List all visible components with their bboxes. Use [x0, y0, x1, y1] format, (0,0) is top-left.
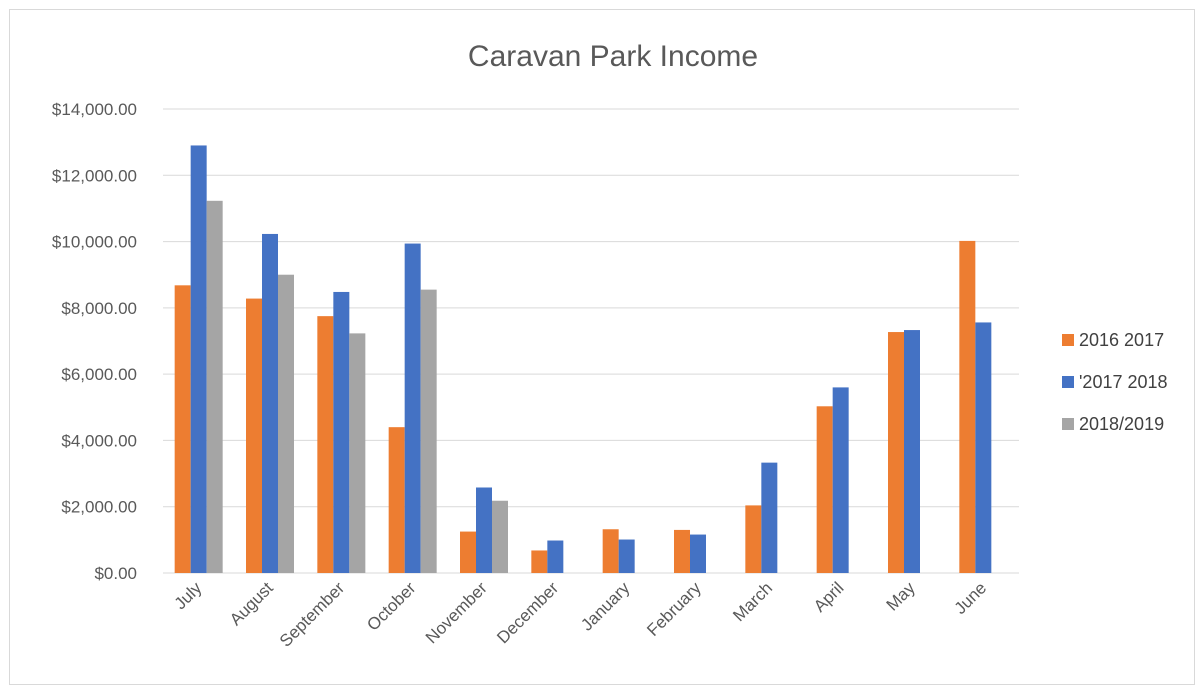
x-tick-label: March: [729, 578, 776, 625]
chart-frame: Caravan Park Income $0.00 $2,000.00 $4,000…: [9, 9, 1195, 685]
bar-may-series-2: [904, 330, 920, 573]
bar-february-series-1: [674, 529, 690, 573]
x-tick-label: January: [577, 578, 634, 635]
legend-label: '2017 2018: [1079, 372, 1168, 392]
bar-june-series-1: [959, 240, 976, 573]
bar-january-series-1: [602, 529, 619, 573]
bar-november-series-3: [492, 500, 508, 573]
bar-july-series-1: [174, 285, 191, 573]
bar-chart: Caravan Park Income $0.00 $2,000.00 $4,000…: [52, 40, 1168, 651]
legend: 2016 2017 '2017 2018 2018/2019: [1062, 330, 1168, 434]
y-tick-label: $12,000.00: [52, 166, 137, 185]
bar-june-series-2: [975, 322, 992, 573]
bar-november-series-1: [460, 531, 476, 573]
x-tick-label: April: [810, 578, 847, 615]
x-tick-label: February: [643, 578, 705, 640]
bar-april-series-1: [816, 406, 833, 573]
legend-swatch: [1062, 334, 1074, 346]
x-tick-label: June: [951, 578, 991, 618]
y-tick-label: $4,000.00: [61, 431, 137, 450]
x-tick-label: September: [276, 578, 348, 650]
legend-swatch: [1062, 418, 1074, 430]
x-tick-label: October: [363, 578, 419, 634]
bar-december-series-2: [547, 540, 564, 573]
bar-march-series-2: [761, 462, 778, 573]
bar-may-series-1: [888, 332, 904, 573]
y-tick-label: $0.00: [94, 564, 137, 583]
bar-august-series-2: [262, 233, 278, 573]
bar-october-series-3: [420, 289, 437, 573]
y-axis: $0.00 $2,000.00 $4,000.00 $6,000.00 $8,000.0…: [52, 100, 137, 583]
x-tick-label: December: [493, 578, 562, 647]
bar-september-series-2: [333, 291, 350, 573]
bar-august-series-1: [246, 298, 262, 573]
legend-swatch: [1062, 376, 1074, 388]
y-tick-label: $8,000.00: [61, 299, 137, 318]
bar-september-series-1: [317, 316, 334, 573]
x-tick-label: May: [883, 578, 919, 614]
bar-april-series-2: [832, 387, 849, 573]
x-axis: July August September October November Decemb…: [171, 578, 990, 651]
y-tick-label: $6,000.00: [61, 365, 137, 384]
legend-label: 2018/2019: [1079, 414, 1164, 434]
bar-october-series-2: [404, 243, 421, 573]
bar-october-series-1: [388, 427, 405, 573]
y-tick-label: $14,000.00: [52, 100, 137, 119]
bar-february-series-2: [690, 534, 706, 573]
y-tick-label: $10,000.00: [52, 233, 137, 252]
bar-july-series-2: [190, 145, 207, 573]
bar-march-series-1: [745, 505, 762, 573]
bar-december-series-1: [531, 550, 548, 573]
bars: [174, 145, 992, 573]
x-tick-label: July: [171, 578, 206, 613]
bar-november-series-2: [476, 487, 492, 573]
bar-july-series-3: [206, 200, 223, 573]
x-tick-label: November: [422, 578, 491, 647]
y-tick-label: $2,000.00: [61, 498, 137, 517]
bar-january-series-2: [618, 539, 635, 573]
x-tick-label: August: [226, 578, 277, 629]
gridlines: [163, 108, 1019, 574]
legend-label: 2016 2017: [1079, 330, 1164, 350]
bar-august-series-3: [278, 274, 294, 573]
bar-september-series-3: [349, 333, 366, 573]
chart-title: Caravan Park Income: [468, 40, 758, 73]
